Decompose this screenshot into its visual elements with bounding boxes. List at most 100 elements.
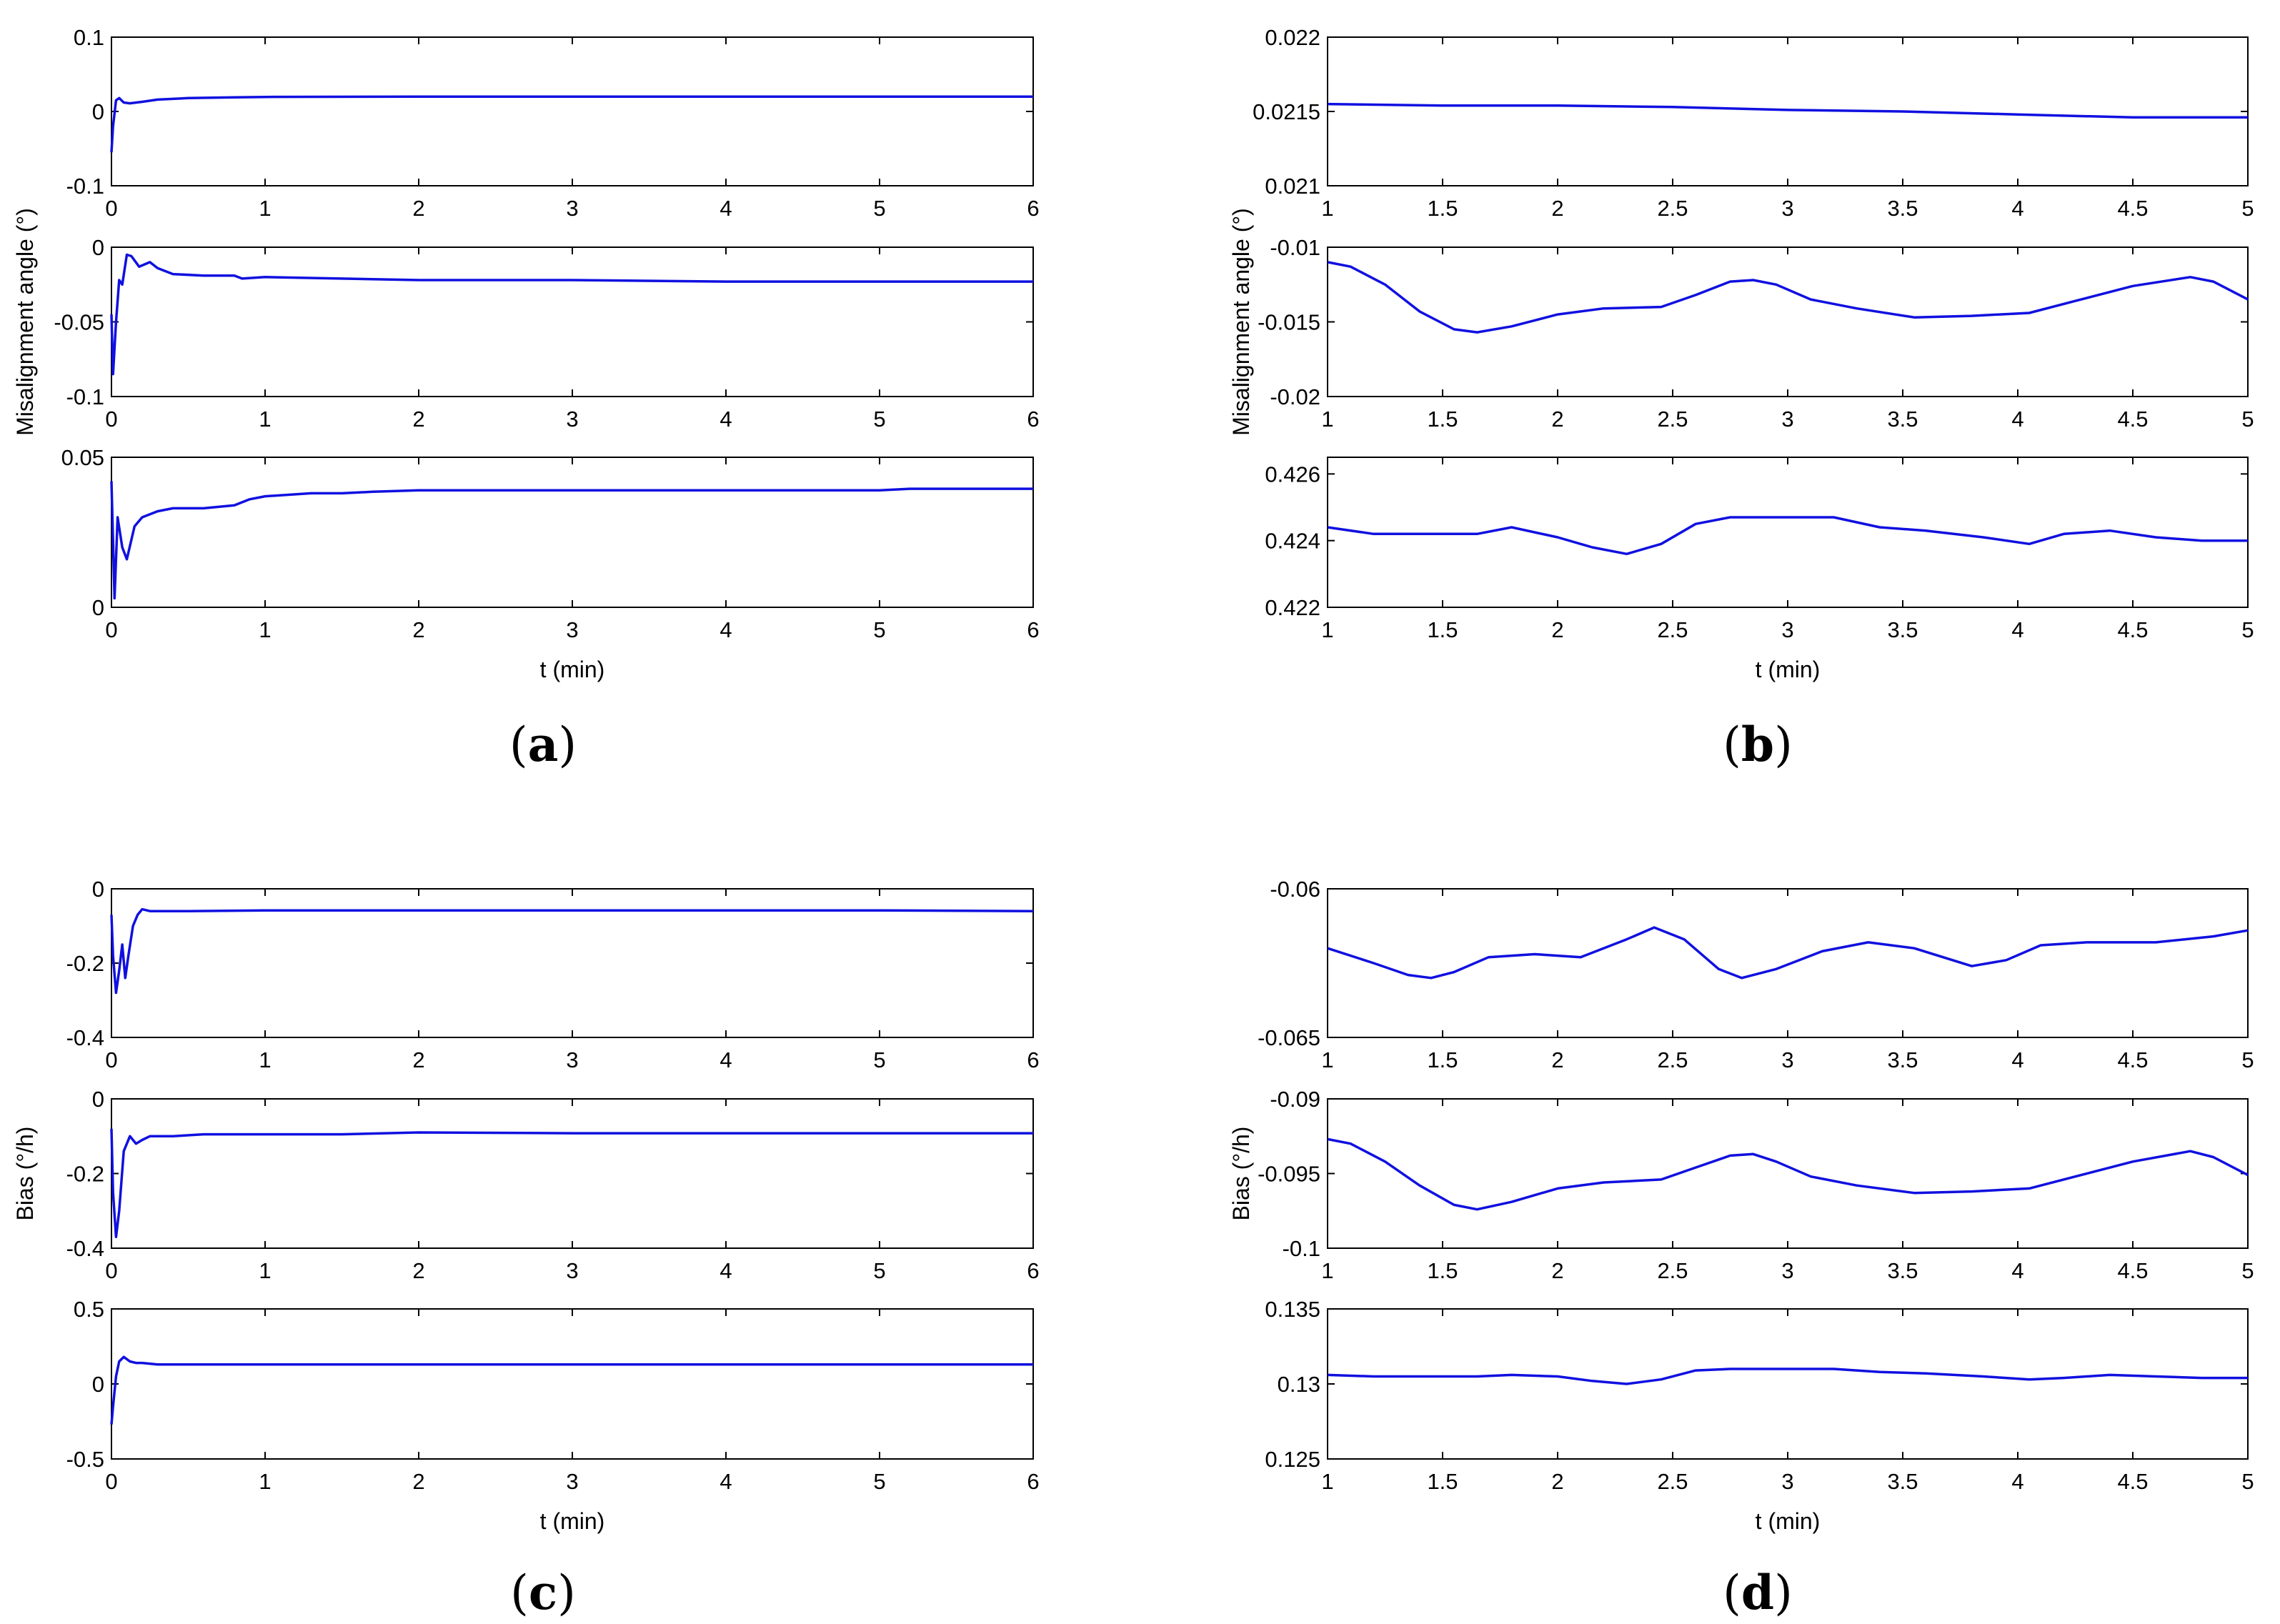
series-line-y xyxy=(1327,1137,2249,1211)
subplot-b-2: 1 1.5 2 2.5 3 3.5 4 4.5 5 -0.02 -0.015 -0.01 xyxy=(1258,235,2254,432)
x-tick-label: 6 xyxy=(1027,617,1039,642)
x-tick-label: 1.5 xyxy=(1427,1258,1458,1283)
x-tick-label: 3.5 xyxy=(1887,407,1918,432)
x-tick-label: 2 xyxy=(412,1258,424,1283)
x-tick-label: 6 xyxy=(1027,1469,1039,1494)
x-tick-label: 3 xyxy=(566,1047,578,1072)
y-tick-label: -0.015 xyxy=(1258,310,1320,335)
y-tick-label: 0.426 xyxy=(1265,462,1320,487)
y-axis-label: Bias (°/h) xyxy=(1228,1127,1254,1221)
subplot-a-2: 0 1 2 3 4 5 6 -0.1 -0.05 0 xyxy=(54,235,1039,432)
x-tick-label: 3 xyxy=(1781,1047,1793,1072)
x-tick-label: 6 xyxy=(1027,1047,1039,1072)
x-tick-label: 5 xyxy=(2241,617,2254,642)
subplot-a-3: 0 1 2 3 4 5 6 0 0.05 xyxy=(61,445,1040,642)
x-tick-label: 4 xyxy=(2011,1469,2023,1494)
series-line-z xyxy=(110,481,1033,600)
x-tick-label: 2 xyxy=(412,1047,424,1072)
x-tick-label: 1 xyxy=(1321,1469,1333,1494)
series-line-x xyxy=(1327,926,2249,980)
x-tick-label: 3.5 xyxy=(1887,196,1918,221)
x-tick-label: 2 xyxy=(1551,1258,1563,1283)
subplot-b-1: 1 1.5 2 2.5 3 3.5 4 4.5 5 0.021 0.0215 0.022 xyxy=(1253,25,2254,221)
x-tick-label: 4 xyxy=(2011,407,2023,432)
y-tick-label: -0.1 xyxy=(66,174,104,199)
y-tick-label: -0.01 xyxy=(1270,235,1320,260)
y-tick-label: -0.5 xyxy=(66,1447,104,1472)
y-tick-label: 0.13 xyxy=(1278,1372,1320,1397)
y-tick-label: -0.4 xyxy=(66,1236,104,1261)
x-tick-label: 2.5 xyxy=(1657,617,1688,642)
x-tick-label: 5 xyxy=(2241,1047,2254,1072)
x-tick-label: 2.5 xyxy=(1657,196,1688,221)
x-tick-label: 1 xyxy=(1321,1258,1333,1283)
x-tick-label: 1 xyxy=(259,1047,271,1072)
x-axis-label: t (min) xyxy=(540,657,605,682)
series-line-z xyxy=(1327,516,2248,556)
x-tick-label: 3 xyxy=(566,1469,578,1494)
series-line-x xyxy=(110,907,1034,995)
x-tick-label: 1.5 xyxy=(1427,1047,1458,1072)
x-tick-label: 3.5 xyxy=(1887,1469,1918,1494)
x-tick-label: 0 xyxy=(105,1047,117,1072)
x-tick-label: 1 xyxy=(259,407,271,432)
y-tick-label: 0.1 xyxy=(74,25,104,50)
x-tick-label: 2.5 xyxy=(1657,1047,1688,1072)
y-tick-label: 0.022 xyxy=(1265,25,1320,50)
x-tick-label: 4.5 xyxy=(2117,407,2148,432)
x-tick-label: 2 xyxy=(1551,407,1563,432)
x-tick-label: 5 xyxy=(873,196,885,221)
x-tick-label: 2 xyxy=(1551,617,1563,642)
x-tick-label: 0 xyxy=(105,407,117,432)
y-tick-label: -0.4 xyxy=(66,1025,104,1050)
y-axis-label: Misalignment angle (°) xyxy=(1228,208,1254,436)
x-tick-label: 0 xyxy=(105,196,117,221)
x-tick-label: 2.5 xyxy=(1657,1469,1688,1494)
subplot-d-2: 1 1.5 2 2.5 3 3.5 4 4.5 5 -0.1 -0.095 -0.09 xyxy=(1258,1087,2254,1283)
x-tick-label: 2 xyxy=(412,1469,424,1494)
x-tick-label: 2 xyxy=(412,407,424,432)
series-line-x xyxy=(1327,102,2248,119)
x-tick-label: 4.5 xyxy=(2117,1047,2148,1072)
chart-b: 1 1.5 2 2.5 3 3.5 4 4.5 5 0.021 0.0215 0.022 1 1.5 2 2.… xyxy=(1228,25,2254,772)
y-tick-label: 0.135 xyxy=(1265,1297,1320,1322)
x-tick-label: 4 xyxy=(720,196,732,221)
x-tick-label: 5 xyxy=(873,1258,885,1283)
x-tick-label: 4 xyxy=(2011,617,2023,642)
x-tick-label: 2 xyxy=(412,196,424,221)
y-tick-label: 0 xyxy=(92,99,104,124)
y-tick-label: -0.095 xyxy=(1258,1162,1320,1187)
x-tick-label: 4 xyxy=(720,617,732,642)
x-tick-label: 2 xyxy=(1551,1469,1563,1494)
subplot-a-1: 0 1 2 3 4 5 6-0.100.1 xyxy=(66,25,1040,221)
y-tick-label: 0.125 xyxy=(1265,1447,1320,1472)
x-tick-label: 1.5 xyxy=(1427,407,1458,432)
subplot-b-3: 1 1.5 2 2.5 3 3.5 4 4.5 5 0.422 0.424 0.426 xyxy=(1265,457,2254,642)
x-tick-label: 3 xyxy=(566,196,578,221)
x-tick-label: 3 xyxy=(566,1258,578,1283)
panel-label: (a) xyxy=(509,717,577,772)
y-tick-label: 0.021 xyxy=(1265,174,1320,199)
panel-label: (b) xyxy=(1723,717,1793,772)
x-tick-label: 6 xyxy=(1027,407,1039,432)
x-tick-label: 6 xyxy=(1027,1258,1039,1283)
series-line-z xyxy=(110,1355,1033,1425)
x-tick-label: 5 xyxy=(2241,407,2254,432)
x-tick-label: 5 xyxy=(873,617,885,642)
x-tick-label: 4.5 xyxy=(2117,1258,2148,1283)
x-tick-label: 3 xyxy=(1781,1469,1793,1494)
y-tick-label: -0.065 xyxy=(1258,1025,1320,1050)
x-tick-label: 4.5 xyxy=(2117,1469,2148,1494)
x-tick-label: 5 xyxy=(2241,1469,2254,1494)
y-tick-label: -0.02 xyxy=(1270,384,1320,409)
x-tick-label: 1.5 xyxy=(1427,196,1458,221)
x-tick-label: 5 xyxy=(2241,196,2254,221)
y-tick-label: 0 xyxy=(92,1087,104,1112)
y-tick-label: 0 xyxy=(92,595,104,620)
x-tick-label: 4 xyxy=(2011,196,2023,221)
chart-d: 1 1.5 2 2.5 3 3.5 4 4.5 5 -0.065 -0.06 1 1.5 2 2.5 3 3.5… xyxy=(1228,877,2254,1620)
y-tick-label: 0 xyxy=(92,877,104,902)
x-tick-label: 4.5 xyxy=(2117,196,2148,221)
